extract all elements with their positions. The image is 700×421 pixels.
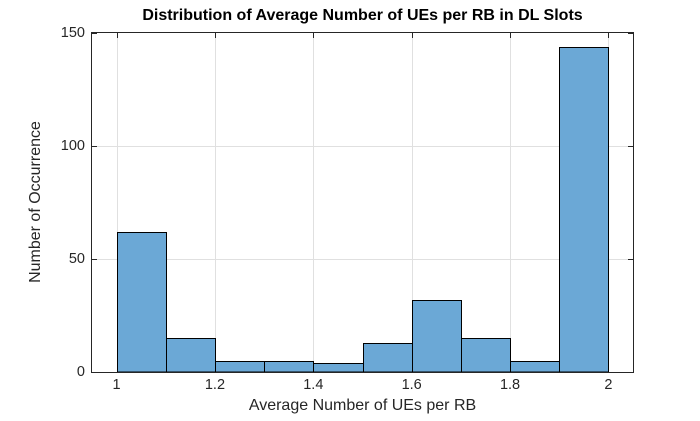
x-tick-label: 2 [604, 377, 613, 393]
plot-area [91, 32, 634, 373]
x-axis-label: Average Number of UEs per RB [248, 397, 477, 414]
histogram-bar [166, 338, 216, 372]
histogram-bar [313, 363, 364, 372]
y-tick-label: 100 [60, 138, 85, 154]
y-tick-label: 150 [60, 25, 85, 41]
histogram-bar [510, 361, 560, 372]
histogram-bar [264, 361, 314, 372]
chart-title: Distribution of Average Number of UEs pe… [142, 7, 583, 24]
histogram-bar [412, 300, 462, 372]
histogram-plot [92, 33, 633, 372]
x-tick-label: 1.2 [204, 377, 226, 393]
y-axis-tick-labels: 0 50 100 150 [0, 0, 85, 421]
x-tick-label: 1 [112, 377, 121, 393]
histogram-bar [363, 343, 413, 372]
y-tick-label: 0 [76, 364, 85, 380]
x-tick-label: 1.8 [499, 377, 521, 393]
histogram-bar [461, 338, 511, 372]
histogram-bar [215, 361, 265, 372]
histogram-bar [117, 232, 167, 372]
x-tick-label: 1.4 [303, 377, 324, 393]
y-tick-label: 50 [68, 251, 85, 267]
x-tick-label: 1.6 [401, 377, 422, 393]
histogram-bar [559, 47, 609, 372]
